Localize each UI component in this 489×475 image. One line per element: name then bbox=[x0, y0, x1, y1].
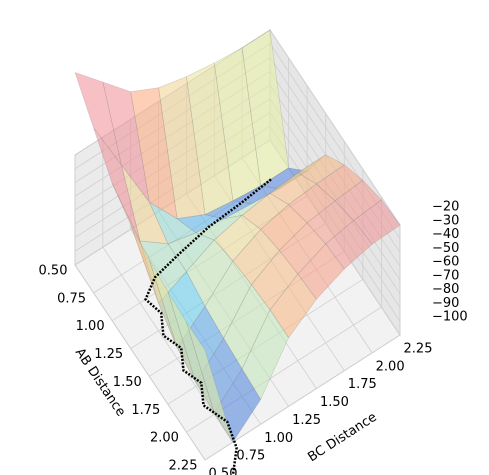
x-tick-label: 1.75 bbox=[131, 403, 160, 418]
z-tick-label: −90 bbox=[432, 296, 459, 311]
trajectory bbox=[144, 177, 273, 474]
surface-patch bbox=[353, 199, 401, 245]
z-tick-label: −50 bbox=[432, 241, 459, 256]
y-tick-label: 2.00 bbox=[376, 359, 405, 374]
z-tick-label: −100 bbox=[432, 310, 468, 325]
surface-patch bbox=[297, 243, 345, 300]
z-tick-label: −70 bbox=[432, 268, 459, 283]
x-tick-label: 2.00 bbox=[150, 431, 179, 446]
y-tick-label: 0.75 bbox=[236, 449, 265, 464]
surface-patch bbox=[186, 321, 234, 443]
y-tick-label: 0.50 bbox=[209, 467, 238, 475]
y-tick-label: 1.75 bbox=[348, 377, 377, 392]
x-tick-label: 2.25 bbox=[169, 459, 198, 474]
x-tick-label: 0.75 bbox=[57, 291, 86, 306]
x-tick-label: 1.50 bbox=[113, 375, 142, 390]
y-tick-label: 1.25 bbox=[292, 413, 321, 428]
trajectory-line bbox=[144, 177, 273, 474]
surface-patch bbox=[241, 309, 289, 401]
x-tick-label: 0.50 bbox=[39, 264, 68, 279]
z-tick-label: −20 bbox=[432, 200, 459, 215]
z-tick-label: −30 bbox=[432, 213, 459, 228]
y-tick-label: 1.00 bbox=[264, 431, 293, 446]
grid-line bbox=[269, 29, 401, 226]
x-tick-label: 1.25 bbox=[94, 347, 123, 362]
y-tick-label: 2.25 bbox=[404, 342, 433, 357]
z-tick-label: −80 bbox=[432, 282, 459, 297]
grid-line bbox=[204, 334, 401, 461]
y-tick-label: 1.50 bbox=[320, 395, 349, 410]
axes: 0.50 0.75 1.00 1.25 1.50 1.75 2.00 2.25 0.50 0.75… bbox=[39, 200, 468, 475]
x-tick-label: 1.00 bbox=[76, 319, 105, 334]
z-tick-label: −40 bbox=[432, 227, 459, 242]
grid-line bbox=[74, 264, 206, 461]
surface-patch bbox=[325, 220, 373, 270]
z-tick-label: −60 bbox=[432, 255, 459, 270]
surface bbox=[74, 29, 401, 443]
